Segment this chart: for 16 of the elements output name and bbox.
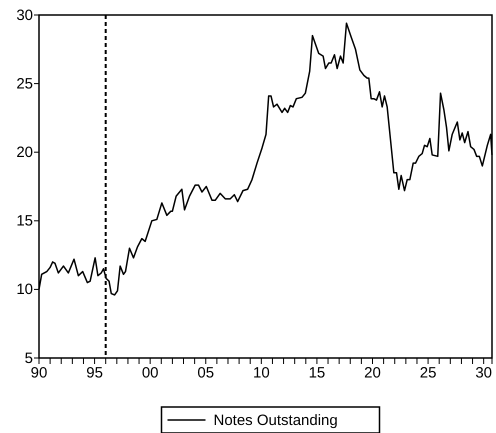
x-tick-label: 30 xyxy=(475,364,492,382)
y-tick-label: 30 xyxy=(16,6,33,24)
x-tick-label: 95 xyxy=(86,364,103,382)
x-tick-label: 90 xyxy=(30,364,48,382)
y-tick-label: 20 xyxy=(16,144,33,161)
x-tick-label: 00 xyxy=(142,364,159,382)
x-tick-label: 05 xyxy=(197,364,214,382)
y-tick-label: 25 xyxy=(16,75,33,92)
y-tick-label: 5 xyxy=(24,350,33,367)
y-tick-label: 15 xyxy=(16,212,33,230)
legend-label: Notes Outstanding xyxy=(214,412,338,429)
y-tick-label: 10 xyxy=(16,281,33,298)
x-tick-label: 15 xyxy=(308,364,326,382)
x-tick-label: 20 xyxy=(364,364,381,382)
x-tick-label: 10 xyxy=(252,364,270,382)
x-tick-label: 25 xyxy=(420,364,436,382)
